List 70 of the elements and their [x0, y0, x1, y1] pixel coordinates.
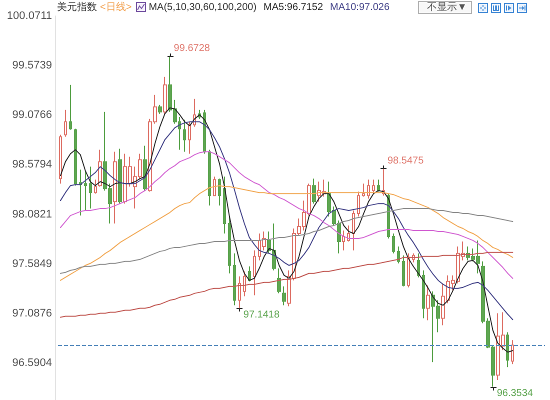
candlestick [422, 270, 425, 319]
y-tick-label: 97.0876 [12, 307, 52, 320]
text: 97.1418 [243, 310, 280, 321]
y-tick-label: 97.5849 [12, 258, 52, 270]
candlestick [352, 210, 355, 251]
chart-title: 美元指数 [57, 0, 97, 14]
candlestick [203, 109, 206, 154]
candlestick [511, 340, 514, 365]
candlestick [407, 252, 410, 288]
candlestick [118, 148, 122, 204]
dropdown: 不显示▼ [418, 1, 472, 14]
line-series [60, 151, 514, 279]
candlestick [277, 268, 281, 294]
candlestick [253, 250, 256, 296]
text: 98.5475 [387, 155, 424, 166]
line-series [60, 208, 514, 274]
candlestick [113, 151, 117, 224]
candlestick [362, 183, 365, 198]
candlestick [228, 216, 231, 274]
candlestick [417, 252, 420, 278]
candlestick [79, 169, 82, 216]
y-tick-label: 99.0766 [12, 109, 52, 122]
y-tick-label: 98.5794 [12, 158, 52, 171]
candlestick [342, 230, 345, 251]
y-tick-label: 96.5904 [12, 357, 52, 370]
candlestick [98, 149, 102, 188]
text: MA5:96.7152 [264, 2, 324, 12]
candlestick [218, 178, 221, 206]
text: MA(5,10,30,60,100,200) [148, 2, 257, 12]
candlestick [506, 332, 509, 368]
candlestick [243, 270, 246, 297]
candlestick [233, 252, 236, 306]
line-series [60, 121, 514, 320]
candlestick [158, 104, 162, 114]
y-tick-label: 100.0711 [6, 10, 52, 22]
candlestick [397, 246, 400, 264]
candlestick [282, 286, 286, 306]
candlestick [347, 225, 350, 242]
candlestick [163, 76, 167, 114]
text: 99.6728 [174, 43, 210, 54]
candlestick [238, 276, 241, 309]
chart-subtitle: <日线> [100, 0, 132, 14]
text: MA10:97.026 [330, 2, 390, 12]
candlestick [402, 254, 405, 287]
line-series [60, 107, 514, 353]
text: 96.3534 [496, 388, 533, 400]
candlestick [312, 178, 316, 204]
line-series [60, 185, 514, 281]
candlestick [367, 179, 370, 200]
y-tick-label: 98.0821 [12, 208, 52, 220]
candlestick [208, 149, 211, 206]
candlestick [213, 176, 216, 196]
candlestick [89, 166, 92, 210]
candlestick [69, 84, 72, 130]
candlestick [94, 179, 97, 194]
y-tick-label: 99.5739 [12, 60, 52, 72]
candlestick [64, 109, 67, 138]
candlestick [426, 284, 430, 321]
candlestick [183, 119, 186, 152]
line-series [60, 252, 514, 318]
candlestick [74, 128, 77, 186]
candlestick [84, 171, 87, 212]
candlestick [223, 176, 226, 234]
candlestick [357, 191, 360, 218]
candlestick [59, 134, 62, 184]
candlestick [372, 179, 375, 194]
candlestick [188, 121, 191, 154]
candlestick [392, 232, 395, 254]
candlestick [377, 179, 380, 192]
candlestick [143, 145, 147, 192]
